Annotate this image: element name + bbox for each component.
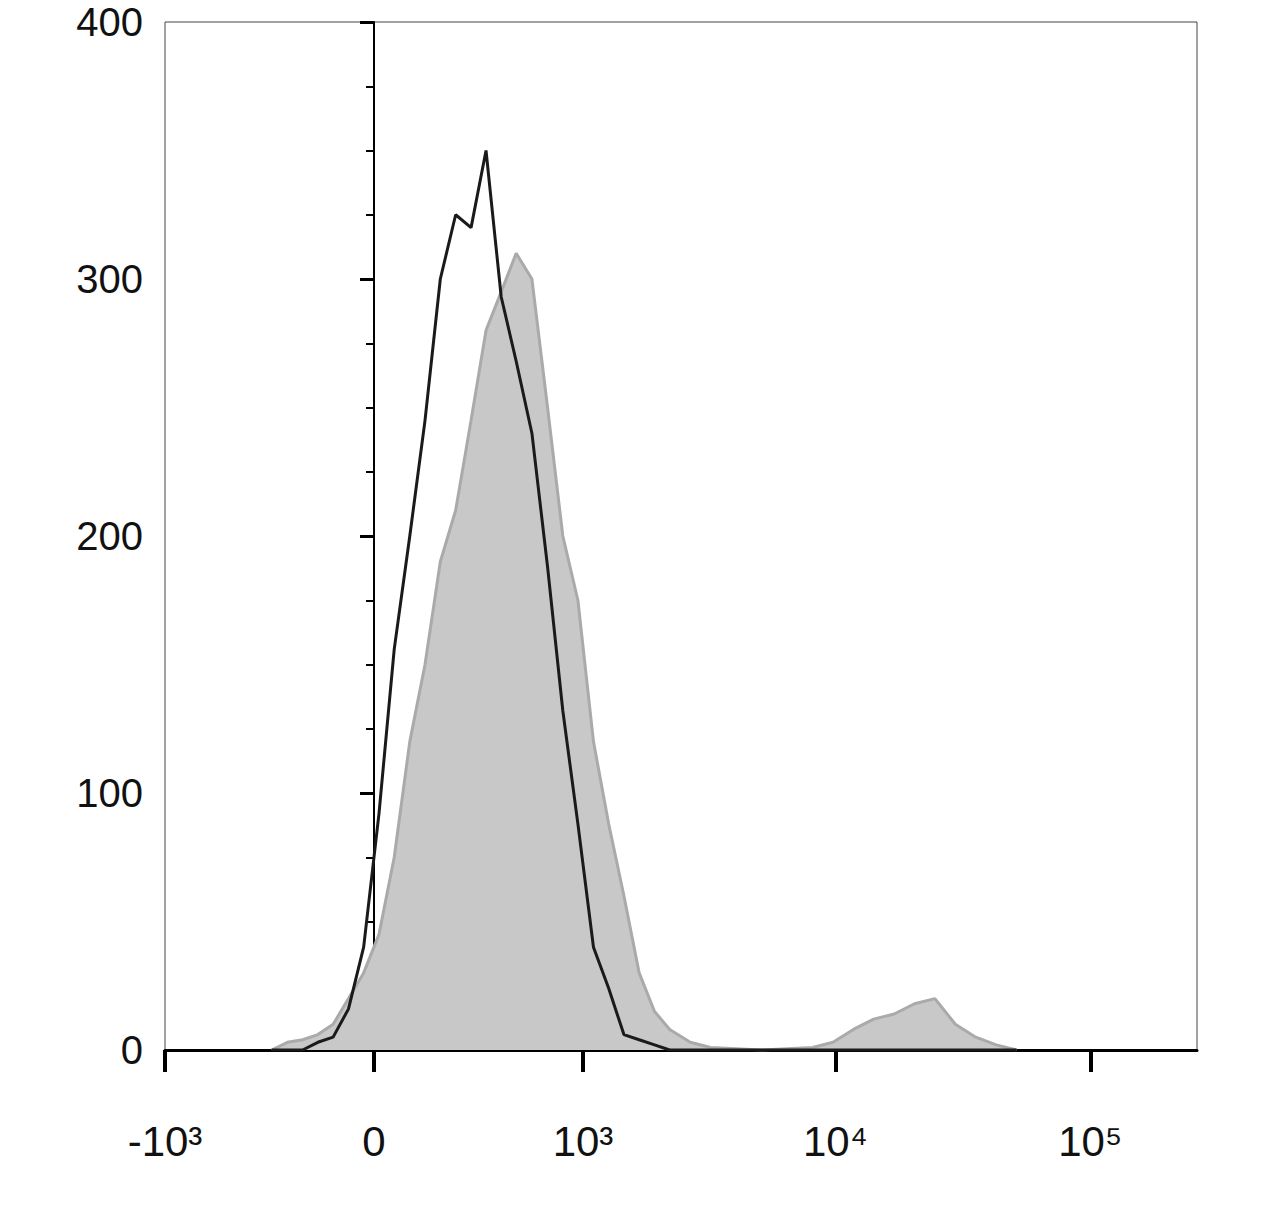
svg-text:10³: 10³	[553, 1118, 614, 1165]
svg-text:400: 400	[76, 0, 143, 44]
svg-text:10⁵: 10⁵	[1058, 1118, 1122, 1165]
svg-text:0: 0	[362, 1118, 385, 1165]
svg-text:-10³: -10³	[128, 1118, 203, 1165]
svg-text:200: 200	[76, 514, 143, 558]
svg-text:10⁴: 10⁴	[803, 1118, 868, 1165]
svg-text:0: 0	[121, 1028, 143, 1072]
svg-text:300: 300	[76, 257, 143, 301]
svg-text:100: 100	[76, 771, 143, 815]
